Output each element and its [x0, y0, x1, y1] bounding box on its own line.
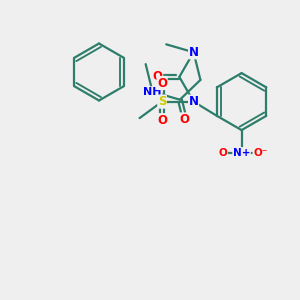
Text: O: O: [180, 113, 190, 126]
Text: N: N: [189, 46, 199, 59]
Text: O: O: [157, 76, 167, 89]
Text: O⁻: O⁻: [253, 148, 267, 158]
Text: N+: N+: [233, 148, 250, 158]
Text: O: O: [153, 70, 163, 83]
Text: O: O: [157, 114, 167, 127]
Text: NH: NH: [143, 87, 162, 97]
Text: O: O: [219, 148, 227, 158]
Text: N: N: [189, 95, 199, 108]
Text: S: S: [158, 95, 166, 108]
